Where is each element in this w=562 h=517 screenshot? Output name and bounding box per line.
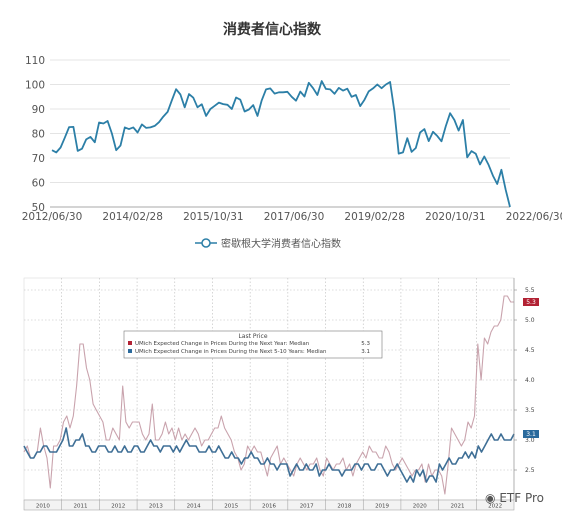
chart1-y-tick-label: 110 (25, 55, 45, 67)
chart1-x-tick-label: 2017/06/30 (264, 211, 325, 223)
chart1-y-tick-label: 70 (32, 153, 45, 165)
chart2-x-tick-label: 2011 (74, 504, 88, 510)
chart2-value-badge (523, 430, 539, 438)
chart1-y-tick-label: 50 (32, 202, 45, 214)
chart2-legend-title: Last Price (238, 333, 267, 340)
chart2-x-tick-label: 2013 (149, 504, 163, 510)
chart1-x-tick-label: 2012/06/30 (22, 211, 83, 223)
chart1-x-tick-label: 2020/10/31 (425, 211, 486, 223)
chart2-legend-value-1: 3.1 (361, 349, 370, 355)
chart2-x-tick-label: 2017 (300, 504, 314, 510)
chart2-x-tick-label: 2010 (36, 504, 50, 510)
chart1-legend-label: 密歇根大学消费者信心指数 (221, 237, 341, 250)
chart1-title: 消费者信心指数 (223, 21, 322, 38)
chart1-x-tick-label: 2014/02/28 (102, 211, 163, 223)
chart1-y-tick-label: 90 (32, 104, 45, 116)
chart2-x-tick-label: 2014 (187, 504, 201, 510)
chart2-y-tick-label: 4.0 (525, 377, 535, 384)
chart2-x-tick-label: 2015 (224, 504, 238, 510)
chart2-series-line-1 (23, 427, 515, 483)
chart2-value-badge (523, 298, 539, 306)
consumer-confidence-chart: 消费者信心指数 50 60 70 80 90 100 110 2012/06/30 2014/… (22, 21, 562, 250)
chart2-x-tick-label: 2019 (375, 504, 389, 510)
legend-swatch-5-10-years (128, 349, 132, 353)
chart2-x-tick-label: 2022 (488, 504, 502, 510)
chart2-y-tick-label: 2.5 (525, 467, 535, 474)
inflation-expectations-chart: 2.5 3.0 3.5 4.0 4.5 5.0 5.5 5.3 3.1 2010 2011 201… (23, 277, 539, 511)
chart2-value-badge-label: 3.1 (526, 431, 536, 438)
chart2-y-tick-label: 5.0 (525, 317, 535, 324)
chart2-y-tick-label: 3.0 (525, 437, 535, 444)
chart1-y-tick-label: 100 (25, 80, 45, 92)
legend-box (123, 330, 383, 359)
chart1-legend: 密歇根大学消费者信心指数 (195, 237, 341, 250)
chart2-y-tick-label: 5.5 (525, 287, 535, 294)
chart2-legend-value-0: 5.3 (361, 341, 370, 347)
chart2-legend-entry-0: UMich Expected Change in Prices During t… (135, 341, 310, 347)
watermark-text: ETF Pro (499, 491, 544, 505)
chart2-x-tick-label: 2012 (111, 504, 125, 510)
chart1-series-line (51, 80, 511, 208)
chart1-y-tick-label: 60 (32, 178, 45, 190)
legend-swatch-next-year (128, 341, 132, 345)
chart1-y-tick-label: 80 (32, 129, 45, 141)
legend-circle-marker (201, 238, 211, 248)
chart2-value-badge-label: 5.3 (526, 299, 536, 306)
chart2-x-axis-band (23, 499, 515, 511)
watermark: ◉ ETF Pro (485, 491, 544, 505)
chart2-series-line-0 (23, 295, 514, 495)
chart1-x-tick-label: 2022/06/30 (506, 211, 562, 223)
chart2-legend-entry-1: UMich Expected Change in Prices During t… (135, 349, 327, 355)
chart2-x-tick-label: 2016 (262, 504, 276, 510)
chart2-x-tick-label: 2020 (413, 504, 427, 510)
chart2-legend: Last Price UMich Expected Change in Pric… (123, 330, 383, 359)
chart2-y-tick-label: 4.5 (525, 347, 535, 354)
wechat-icon: ◉ (485, 491, 496, 505)
chart2-x-tick-label: 2021 (450, 504, 464, 510)
chart1-x-tick-label: 2019/02/28 (344, 211, 405, 223)
chart1-x-tick-label: 2015/10/31 (183, 211, 244, 223)
chart2-y-tick-label: 3.5 (525, 407, 535, 414)
chart2-x-tick-label: 2018 (337, 504, 351, 510)
